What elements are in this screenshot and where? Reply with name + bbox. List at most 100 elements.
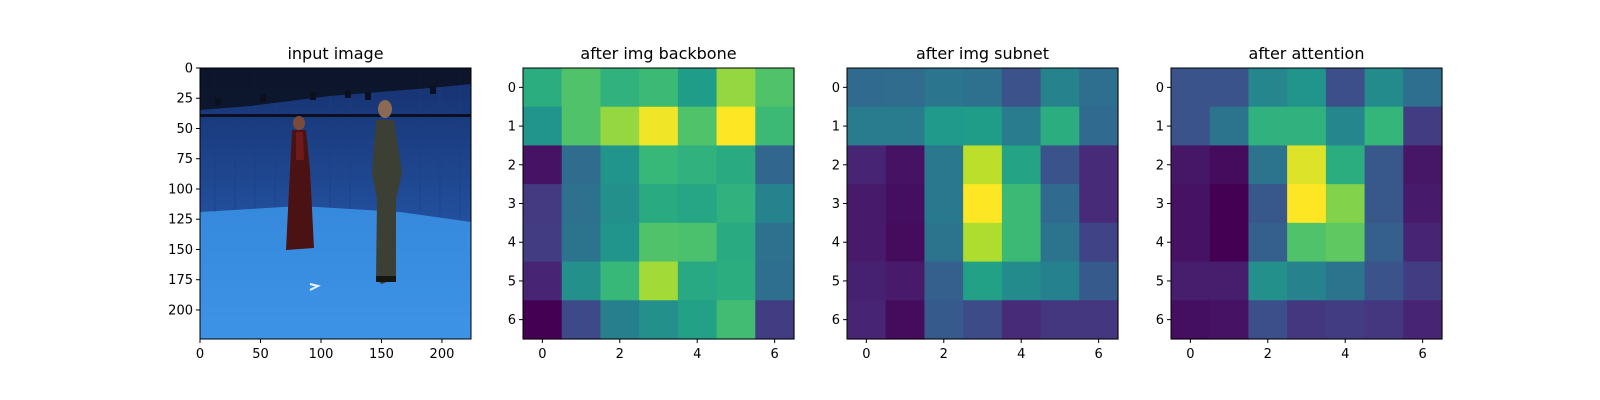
heatmap-cell [677,222,718,263]
y-tick-label: 4 [508,236,516,251]
y-tick-label: 2 [1156,158,1164,173]
heatmap-cell [755,68,795,108]
y-tick-label: 0 [1156,81,1164,96]
heatmap-cell [716,68,756,108]
heatmap-cell [639,68,679,108]
heatmap-cell [1403,106,1443,147]
heatmap-cell [847,145,887,185]
axis-ticks: 0 50 100 150 200 0 25 50 75 100 125 150 175 200 [168,62,454,363]
heatmap-cell [1171,184,1211,224]
panel-after-img-backbone: after img backbone 0 2 4 6 0 1 2 3 4 5 6 [508,44,795,362]
panel-title: after img subnet [916,44,1049,63]
heatmap-cell [1209,68,1250,108]
heatmap-cell [1325,300,1366,340]
heatmap-cell [639,145,679,185]
heatmap-cell [561,300,602,340]
heatmap-cell [1403,68,1443,108]
heatmap-cell [924,222,964,263]
x-tick-label: 2 [940,347,948,362]
panel-title: input image [287,44,383,63]
heatmap-cell [1287,184,1327,224]
input-photo [200,68,471,339]
heatmap-cell [1171,145,1211,185]
heatmap-cell [1248,184,1288,224]
heatmap-cell [755,222,795,263]
heatmap-cell [1209,222,1250,263]
heatmap-cell [1364,261,1404,301]
y-tick-label: 4 [832,236,840,251]
heatmap-cell [677,261,718,301]
heatmap-cell [523,300,563,340]
heatmap-cell [963,222,1003,263]
heatmap-cells [523,68,795,340]
heatmap-cell [1403,145,1443,185]
heatmap-cell [924,184,964,224]
heatmap-cell [600,184,640,224]
heatmap-cell [1287,222,1327,263]
y-tick-label: 1 [832,120,840,135]
x-tick-label: 2 [1264,347,1272,362]
heatmap-cell [755,184,795,224]
panel-after-img-subnet: after img subnet 0 2 4 6 0 1 2 3 4 5 6 [832,44,1119,362]
y-tick-label: 2 [508,158,516,173]
heatmap-cell [1040,184,1080,224]
heatmap-cell [1287,261,1327,301]
heatmap-cell [1248,68,1288,108]
heatmap-cell [1364,106,1404,147]
heatmap-cell [1171,261,1211,301]
heatmap-cell [1287,68,1327,108]
panel-title: after img backbone [580,44,736,63]
heatmap-cell [1171,222,1211,263]
y-tick-label: 125 [168,213,193,228]
axis-ticks: 0 2 4 6 0 1 2 3 4 5 6 [508,81,779,362]
heatmap-cell [600,300,640,340]
heatmap-cell [523,222,563,263]
axis-ticks: 0 2 4 6 0 1 2 3 4 5 6 [832,81,1103,362]
x-tick-label: 50 [252,347,269,362]
heatmap-cell [561,145,602,185]
x-tick-label: 4 [1017,347,1025,362]
heatmap-cell [1248,300,1288,340]
heatmap-cell [561,68,602,108]
y-tick-label: 0 [508,81,516,96]
heatmap-cell [1325,68,1366,108]
x-tick-label: 6 [1419,347,1427,362]
heatmap-cell [716,222,756,263]
heatmap-cell [1325,222,1366,263]
heatmap-cell [924,106,964,147]
heatmap-cell [1209,300,1250,340]
heatmap-cell [847,68,887,108]
heatmap-cell [1001,106,1042,147]
heatmap-cell [963,261,1003,301]
x-tick-label: 4 [693,347,701,362]
heatmap-cell [1171,68,1211,108]
heatmap-cell [1403,222,1443,263]
y-tick-label: 1 [508,120,516,135]
y-tick-label: 100 [168,182,193,197]
heatmap-cell [600,106,640,147]
heatmap-cell [1001,300,1042,340]
heatmap-cell [523,261,563,301]
x-tick-label: 0 [1186,347,1194,362]
heatmap-cell [523,145,563,185]
heatmap-cell [1001,222,1042,263]
heatmap-cell [1079,261,1119,301]
x-tick-label: 6 [771,347,779,362]
heatmap-cell [639,300,679,340]
heatmap-cell [1364,68,1404,108]
heatmap-cell [847,300,887,340]
panel-after-attention: after attention 0 2 4 6 0 1 2 3 4 5 6 [1156,44,1443,362]
heatmap-cell [1325,184,1366,224]
heatmap-cell [963,68,1003,108]
heatmap-cell [885,145,926,185]
x-tick-label: 200 [430,347,455,362]
y-tick-label: 5 [1156,274,1164,289]
heatmap-cell [963,145,1003,185]
heatmap-cell [1001,184,1042,224]
heatmap-cell [639,184,679,224]
person-right [372,100,402,284]
heatmap-cell [755,300,795,340]
ceiling-rig [200,68,471,110]
heatmap-cells [1171,68,1443,340]
